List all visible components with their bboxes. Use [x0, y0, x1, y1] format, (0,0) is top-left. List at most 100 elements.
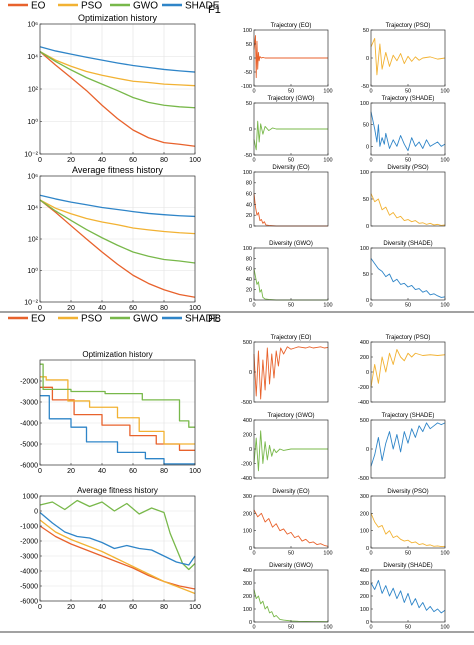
- legend-f1: EO PSO GWO SHADE: [8, 1, 220, 12]
- series-line-pso: [370, 513, 446, 548]
- x-tick-label: 50: [288, 89, 294, 95]
- chart-title: Diversity (SHADE): [383, 563, 432, 569]
- y-tick-label: 200: [243, 511, 252, 517]
- series-line-shade: [40, 395, 195, 465]
- chart-title: Diversity (PSO): [387, 489, 428, 495]
- y-tick-label: 400: [360, 340, 369, 346]
- x-tick-label: 50: [405, 158, 411, 164]
- x-tick-label: 0: [38, 604, 42, 611]
- series-line-eo: [253, 509, 329, 547]
- series-line-eo: [253, 35, 328, 79]
- chart-title: Diversity (EO): [272, 165, 309, 171]
- series-line-shade: [39, 194, 196, 218]
- chart-title: Trajectory (PSO): [386, 23, 431, 29]
- y-tick-label: 200: [360, 355, 369, 361]
- x-tick-label: 40: [98, 157, 106, 164]
- y-tick-label: 100: [360, 246, 369, 252]
- chart-f1-div-shade: Diversity (SHADE) 0 50 100 0 50 100: [360, 241, 450, 309]
- series-line-pso: [370, 193, 446, 226]
- y-tick-label: 0: [366, 224, 369, 230]
- legend-label-gwo: GWO: [133, 314, 158, 325]
- y-tick-label: 10⁴: [27, 205, 38, 212]
- x-tick-label: 20: [67, 305, 75, 312]
- legend-label-pso: PSO: [81, 314, 102, 325]
- x-tick-label: 100: [323, 303, 332, 309]
- y-tick-label: 40: [246, 202, 252, 208]
- x-tick-label: 0: [38, 468, 42, 475]
- chart-f1-opt: Optimization history 10⁻² 10⁰ 10² 10⁴ 10⁶ 0 20 4…: [24, 13, 201, 164]
- y-tick-label: 0: [366, 546, 369, 552]
- y-tick-label: 50: [363, 123, 369, 129]
- x-tick-label: 100: [440, 625, 449, 631]
- chart-f8-opt: Optimization history -6000 -5000 -4000 -3000…: [20, 350, 201, 475]
- y-tick-label: -200: [358, 385, 369, 391]
- y-tick-label: -500: [241, 400, 252, 406]
- y-tick-label: 10²: [28, 86, 39, 93]
- y-tick-label: -5000: [20, 441, 38, 448]
- x-tick-label: 40: [98, 468, 106, 475]
- chart-f8-div-shade: Diversity (SHADE) 0 100 200 300 400 0 50 100: [360, 563, 450, 631]
- y-tick-label: -100: [241, 84, 252, 90]
- series-line-gwo: [39, 199, 196, 264]
- x-tick-label: 80: [160, 157, 168, 164]
- y-tick-label: 10⁶: [27, 173, 38, 180]
- legend-label-shade: SHADE: [185, 1, 220, 12]
- y-tick-label: 400: [243, 568, 252, 574]
- x-tick-label: 100: [440, 89, 449, 95]
- x-tick-label: 80: [160, 468, 168, 475]
- plot-frame: [370, 102, 446, 156]
- y-tick-label: -200: [241, 461, 252, 467]
- y-tick-label: -6000: [20, 462, 38, 469]
- y-tick-label: 400: [243, 418, 252, 424]
- y-tick-label: 1000: [22, 493, 38, 500]
- y-tick-label: 50: [246, 42, 252, 48]
- y-tick-label: -3000: [20, 399, 38, 406]
- y-tick-label: -50: [244, 153, 252, 159]
- chart-title: Average fitness history: [77, 486, 158, 495]
- x-tick-label: 100: [440, 303, 449, 309]
- x-tick-label: 100: [323, 625, 332, 631]
- chart-f1-div-pso: Diversity (PSO) 0 50 100: [360, 165, 446, 230]
- chart-f1-traj-shade: Trajectory (SHADE) 0 50 100 0 50 100: [360, 96, 450, 164]
- x-tick-label: 0: [369, 303, 372, 309]
- chart-f1-div-eo: Diversity (EO) 0 20 40 60 80 100: [243, 165, 329, 230]
- series-line-eo: [39, 199, 196, 298]
- x-tick-label: 50: [288, 303, 294, 309]
- series-line-shade: [370, 111, 446, 152]
- y-tick-label: 100: [360, 170, 369, 176]
- y-tick-label: 300: [243, 494, 252, 500]
- y-tick-label: 100: [360, 529, 369, 535]
- y-tick-label: 500: [360, 418, 369, 424]
- x-tick-label: 50: [405, 89, 411, 95]
- y-tick-label: 0: [366, 298, 369, 304]
- chart-f8-traj-gwo: Trajectory (GWO) -400 -200 0 200 400: [241, 413, 329, 482]
- plot-frame: [370, 569, 446, 623]
- legend-label-pso: PSO: [81, 1, 102, 12]
- y-tick-label: -5000: [20, 583, 38, 590]
- y-tick-label: 0: [249, 298, 252, 304]
- x-tick-label: 0: [38, 157, 42, 164]
- x-tick-label: 100: [440, 158, 449, 164]
- y-tick-label: 10⁻²: [24, 151, 38, 158]
- series-line-gwo: [253, 430, 328, 472]
- x-tick-label: 20: [67, 157, 75, 164]
- chart-title: Diversity (GWO): [269, 563, 313, 569]
- y-tick-label: 0: [249, 56, 252, 62]
- legend-label-eo: EO: [31, 1, 46, 12]
- chart-f8-traj-eo: Trajectory (EO) -500 0 500: [241, 335, 329, 406]
- y-tick-label: 200: [243, 594, 252, 600]
- x-tick-label: 20: [67, 468, 75, 475]
- y-tick-label: 0: [366, 56, 369, 62]
- y-tick-label: -4000: [20, 568, 38, 575]
- chart-title: Trajectory (SHADE): [382, 96, 435, 102]
- x-tick-label: 0: [38, 305, 42, 312]
- x-tick-label: 0: [252, 89, 255, 95]
- series-line-shade: [39, 512, 196, 566]
- y-tick-label: -1000: [20, 523, 38, 530]
- y-tick-label: 60: [246, 192, 252, 198]
- chart-f1-traj-eo: Trajectory (EO) -100 -50 0 50 100 0 50 100: [241, 23, 333, 95]
- chart-title: Optimization history: [78, 13, 158, 23]
- x-tick-label: 100: [189, 604, 201, 611]
- x-tick-label: 50: [288, 551, 294, 557]
